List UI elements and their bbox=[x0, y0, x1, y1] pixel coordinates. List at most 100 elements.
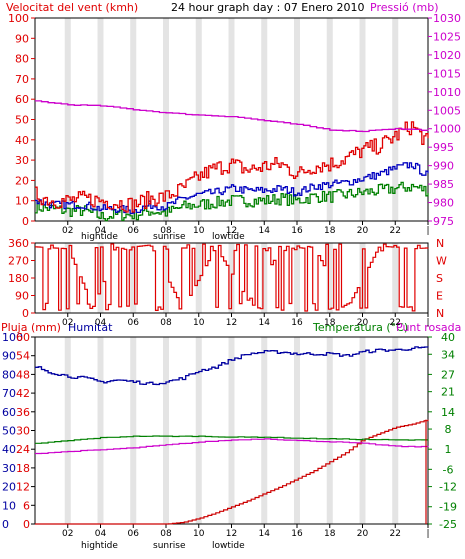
wind-y-tick-label: 70 bbox=[15, 73, 29, 86]
wind-grid-band bbox=[163, 18, 169, 221]
direction-grid-band bbox=[261, 243, 268, 313]
pressure-y-tick-label: 1030 bbox=[433, 12, 461, 25]
wind-x-tick-label: 02 bbox=[62, 226, 73, 236]
direction-x-tick-label: 04 bbox=[95, 318, 107, 328]
direction-x-tick-label: 14 bbox=[259, 318, 271, 328]
pressure-y-tick-label: 990 bbox=[433, 160, 454, 173]
wind-x-tick-label: 16 bbox=[291, 226, 303, 236]
wind-grid-band bbox=[294, 18, 300, 221]
pressure-y-tick-label: 1005 bbox=[433, 104, 461, 117]
direction-y-tick-label: 270 bbox=[8, 255, 29, 268]
climate-x-tick-label: | bbox=[426, 529, 429, 539]
rain-y-tick-label: 0 bbox=[23, 518, 30, 531]
temperature-y-tick-label: 21 bbox=[441, 386, 455, 399]
wind-x-tick-label: 12 bbox=[226, 226, 237, 236]
direction-x-tick-label: 12 bbox=[226, 318, 237, 328]
pressure-y-tick-label: 975 bbox=[433, 215, 454, 228]
pressure-y-tick-label: 985 bbox=[433, 178, 454, 191]
lowtide-label-3: lowtide bbox=[212, 541, 245, 551]
wind-title: Velocitat del vent (kmh) bbox=[6, 1, 138, 14]
wind-y-tick-label: 60 bbox=[15, 93, 29, 106]
wind-y-tick-label: 10 bbox=[15, 195, 29, 208]
direction-x-tick-label: 10 bbox=[193, 318, 205, 328]
wind-grid-band bbox=[195, 18, 202, 221]
pressure-y-tick-label: 1010 bbox=[433, 86, 461, 99]
wind-y-tick-label: 20 bbox=[15, 174, 29, 187]
humidity-y-tick-label: 30 bbox=[2, 462, 16, 475]
humidity-y-tick-label: 50 bbox=[2, 425, 16, 438]
temperature-y-tick-label: 14 bbox=[441, 406, 455, 419]
temperature-y-tick-label: -19 bbox=[439, 501, 457, 514]
direction-compass-label: E bbox=[436, 290, 443, 303]
direction-compass-label: N bbox=[436, 237, 444, 250]
climate-x-tick-label: 20 bbox=[357, 529, 369, 539]
humidity-y-tick-label: 80 bbox=[2, 368, 16, 381]
rain-y-tick-label: 12 bbox=[16, 481, 30, 494]
lowtide-label-1: lowtide bbox=[212, 232, 245, 242]
direction-x-tick-label: 16 bbox=[291, 318, 303, 328]
direction-x-tick-label: 20 bbox=[357, 318, 369, 328]
climate-x-tick-label: 04 bbox=[95, 529, 107, 539]
direction-y-tick-label: 90 bbox=[15, 290, 29, 303]
climate-x-tick-label: 02 bbox=[62, 529, 73, 539]
humidity-y-tick-label: 90 bbox=[2, 350, 16, 363]
temperature-title: Temperatura (°C) bbox=[312, 321, 408, 334]
climate-grid-band bbox=[326, 337, 333, 524]
climate-grid-band bbox=[64, 337, 71, 524]
direction-x-tick-label: | bbox=[426, 318, 429, 328]
wind-y-tick-label: 0 bbox=[22, 215, 29, 228]
climate-x-tick-label: 12 bbox=[226, 529, 237, 539]
direction-y-tick-label: 0 bbox=[22, 307, 29, 320]
wind-y-tick-label: 100 bbox=[8, 12, 29, 25]
humidity-title: Humitat bbox=[68, 321, 113, 334]
rain-line bbox=[35, 419, 429, 525]
wind-y-tick-label: 80 bbox=[15, 53, 29, 66]
temperature-y-tick-label: -12 bbox=[439, 481, 457, 494]
rain-title: Pluja (mm) bbox=[1, 321, 61, 334]
direction-grid-band bbox=[195, 243, 202, 313]
wind-grid-band bbox=[359, 18, 366, 221]
climate-grid-band bbox=[163, 337, 169, 524]
wind-x-tick-label: 04 bbox=[95, 226, 107, 236]
wind-x-tick-label: 20 bbox=[357, 226, 369, 236]
direction-y-tick-label: 180 bbox=[8, 272, 29, 285]
direction-compass-label: S bbox=[436, 272, 443, 285]
wind-y-tick-label: 40 bbox=[15, 134, 29, 147]
humidity-y-tick-label: 100 bbox=[2, 331, 23, 344]
pressure-y-tick-label: 1015 bbox=[433, 67, 461, 80]
climate-grid-band bbox=[294, 337, 300, 524]
rain-y-tick-label: 6 bbox=[23, 499, 30, 512]
rain-y-tick-label: 48 bbox=[16, 368, 30, 381]
rain-y-tick-label: 30 bbox=[16, 425, 30, 438]
humidity-y-tick-label: 0 bbox=[2, 518, 9, 531]
rain-y-tick-label: 60 bbox=[16, 331, 30, 344]
direction-x-tick-label: 18 bbox=[324, 318, 336, 328]
climate-x-tick-label: 10 bbox=[193, 529, 205, 539]
humidity-y-tick-label: 60 bbox=[2, 406, 16, 419]
dewpoint-title: Punt rosada bbox=[396, 321, 461, 334]
wind-direction-line bbox=[35, 243, 429, 312]
direction-compass-label: N bbox=[436, 307, 444, 320]
date-title: 24 hour graph day : 07 Enero 2010 bbox=[171, 1, 365, 14]
wind-grid-band bbox=[228, 18, 235, 221]
direction-y-tick-label: 360 bbox=[8, 237, 29, 250]
climate-grid-band bbox=[359, 337, 366, 524]
climate-x-tick-label: 22 bbox=[390, 529, 401, 539]
wind-y-tick-label: 50 bbox=[15, 114, 29, 127]
humidity-y-tick-label: 40 bbox=[2, 443, 16, 456]
wind-x-tick-label: | bbox=[426, 226, 429, 236]
climate-x-tick-label: 06 bbox=[128, 529, 140, 539]
temperature-y-tick-label: 1 bbox=[445, 443, 452, 456]
pressure-line bbox=[35, 100, 429, 133]
temperature-line bbox=[35, 435, 429, 444]
direction-grid-band bbox=[163, 243, 169, 313]
humidity-y-tick-label: 10 bbox=[2, 499, 16, 512]
rain-y-tick-label: 42 bbox=[16, 387, 30, 400]
climate-x-tick-label: 14 bbox=[259, 529, 271, 539]
direction-grid-band bbox=[130, 243, 137, 313]
direction-compass-label: W bbox=[436, 255, 447, 268]
temperature-y-tick-label: 40 bbox=[441, 331, 455, 344]
temperature-y-tick-label: 8 bbox=[445, 423, 452, 436]
temperature-y-tick-label: -6 bbox=[443, 463, 454, 476]
